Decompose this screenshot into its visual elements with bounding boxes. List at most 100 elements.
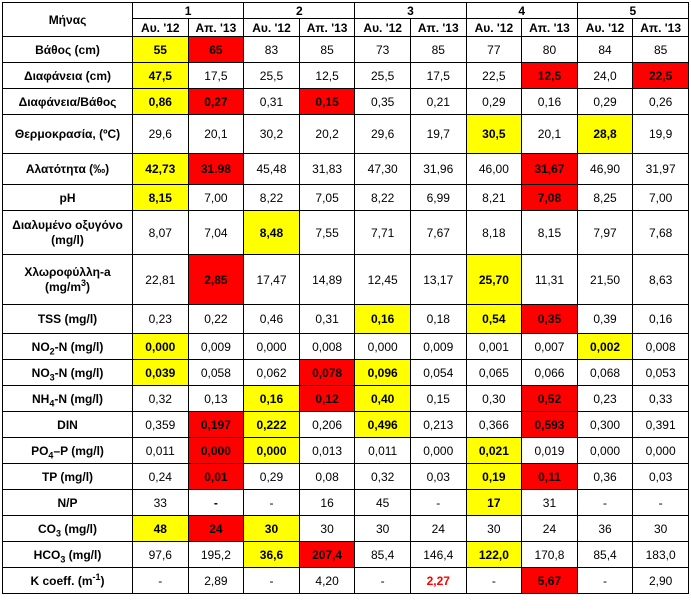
value-cell: 0,46 [243, 304, 300, 334]
parameter-label: NO2-N (mg/l) [2, 333, 133, 360]
value-cell: 195,2 [187, 541, 245, 568]
value-cell: 65 [187, 36, 245, 63]
value-cell: 0,29 [243, 463, 300, 490]
value-cell: 0,86 [132, 88, 189, 115]
value-cell: 85,4 [576, 541, 634, 568]
value-cell: 85 [298, 36, 356, 63]
value-cell: 17 [465, 489, 523, 516]
value-cell: 0,065 [465, 359, 523, 386]
value-cell: 31,83 [298, 153, 356, 185]
value-cell: 0,03 [409, 463, 467, 490]
parameter-label: HCO3 (mg/l) [2, 541, 133, 568]
value-cell: 0,15 [409, 385, 467, 412]
value-cell: 0,13 [187, 385, 245, 412]
value-cell: 0,007 [521, 333, 578, 360]
value-cell: 22,5 [465, 62, 523, 89]
value-cell: - [243, 489, 300, 516]
value-cell: 7,00 [632, 184, 689, 211]
value-cell: 0,11 [521, 463, 578, 490]
value-cell: 0,000 [187, 437, 245, 464]
value-cell: 0,000 [354, 333, 411, 360]
value-cell: 55 [132, 36, 189, 63]
value-cell: 84 [576, 36, 634, 63]
value-cell: 0,197 [187, 411, 245, 438]
table-row: Θερμοκρασία, (ºC) 29,6 20,1 30,2 20,2 29,6 19,… [2, 114, 689, 154]
value-cell: 0,054 [409, 359, 467, 386]
value-cell: 0,078 [298, 359, 356, 386]
value-cell: 83 [243, 36, 300, 63]
station-header: 2 [243, 2, 356, 19]
value-cell: 25,5 [243, 62, 300, 89]
value-cell: 0,000 [243, 437, 300, 464]
table-row: Αλατότητα (‰) 42,73 31.98 45,48 31,83 47,30 31… [2, 153, 689, 185]
value-cell: 0,08 [298, 463, 356, 490]
value-cell: 0,31 [243, 88, 300, 115]
table-row: TSS (mg/l) 0,23 0,22 0,46 0,31 0,16 0,18 0,54 0,… [2, 304, 689, 334]
value-cell: 42,73 [132, 153, 189, 185]
period-header: Απ. '13 [409, 18, 467, 37]
value-cell: 0,23 [576, 385, 634, 412]
value-cell: 8,22 [243, 184, 300, 211]
value-cell: 0,496 [354, 411, 411, 438]
value-cell: 0,000 [132, 333, 189, 360]
value-cell: 31,96 [409, 153, 467, 185]
value-cell: 0,000 [243, 333, 300, 360]
value-cell: 8,18 [465, 210, 523, 255]
value-cell: 0,26 [632, 88, 689, 115]
station-header: 3 [354, 2, 467, 19]
value-cell: 25,5 [354, 62, 411, 89]
value-cell: 7,68 [632, 210, 689, 255]
value-cell: 0,008 [298, 333, 356, 360]
period-header: Αυ. '12 [243, 18, 300, 37]
value-cell: 8,07 [132, 210, 189, 255]
value-cell: 0,52 [521, 385, 578, 412]
value-cell: 36,6 [243, 541, 300, 568]
parameter-label: TP (mg/l) [2, 463, 133, 490]
value-cell: 0,18 [409, 304, 467, 334]
value-cell: 30 [632, 515, 689, 542]
value-cell: 8,15 [132, 184, 189, 211]
value-cell: 0,39 [576, 304, 634, 334]
value-cell: 30,5 [465, 114, 523, 154]
table-row: TP (mg/l) 0,24 0,01 0,29 0,08 0,32 0,03 0,19 0,1… [2, 463, 689, 490]
table-row: PO4–P (mg/l) 0,011 0,000 0,000 0,013 0,011 0,0… [2, 437, 689, 464]
value-cell: 0,23 [132, 304, 189, 334]
period-header: Απ. '13 [298, 18, 356, 37]
table-row: Διαφάνεια (cm) 47,5 17,5 25,5 12,5 25,5 17,5 22… [2, 62, 689, 89]
value-cell: 0,35 [354, 88, 411, 115]
value-cell: 24 [187, 515, 245, 542]
value-cell: 17,5 [187, 62, 245, 89]
value-cell: - [132, 567, 189, 594]
value-cell: 85 [632, 36, 689, 63]
value-cell: 8,25 [576, 184, 634, 211]
value-cell: 46,90 [576, 153, 634, 185]
value-cell: 33 [132, 489, 189, 516]
value-cell: 6,99 [409, 184, 467, 211]
parameter-label: Διαφάνεια (cm) [2, 62, 133, 89]
table-row: N/P 33- -16 45-17 31- - [2, 489, 689, 516]
value-cell: 0,32 [132, 385, 189, 412]
value-cell: 7,08 [521, 184, 578, 211]
value-cell: 0,021 [465, 437, 523, 464]
value-cell: 0,062 [243, 359, 300, 386]
value-cell: 8,63 [632, 254, 689, 305]
value-cell: 0,206 [298, 411, 356, 438]
value-cell: 30 [298, 515, 356, 542]
value-cell: 0,16 [354, 304, 411, 334]
value-cell: 0,008 [632, 333, 689, 360]
value-cell: - [465, 567, 523, 594]
value-cell: 0,03 [632, 463, 689, 490]
value-cell: 29,6 [354, 114, 411, 154]
parameter-label: Χλωροφύλλη-a (mg/m3) [2, 254, 133, 305]
period-header: Αυ. '12 [354, 18, 411, 37]
value-cell: 16 [298, 489, 356, 516]
value-cell: 22,81 [132, 254, 189, 305]
value-cell: 0,29 [465, 88, 523, 115]
parameter-label: Βάθος (cm) [2, 36, 133, 63]
value-cell: 7,97 [576, 210, 634, 255]
value-cell: 0,009 [187, 333, 245, 360]
value-cell: 0,32 [354, 463, 411, 490]
value-cell: 0,058 [187, 359, 245, 386]
value-cell: 0,066 [521, 359, 578, 386]
value-cell: 2,85 [187, 254, 245, 305]
